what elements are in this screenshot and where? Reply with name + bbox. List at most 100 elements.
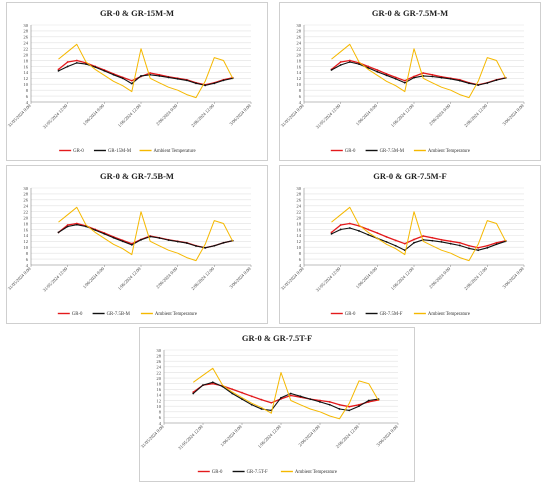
data-point — [176, 78, 179, 80]
chart-panel-3: GR-0 & GR-7.5B-M 4 6 8 10 12 14 16 18 20 22 24 26 28 3… — [6, 165, 268, 324]
legend-label: Ambient Temperature — [154, 149, 196, 154]
data-point — [413, 241, 415, 244]
data-point — [495, 79, 498, 81]
y-tick-label: 28 — [296, 192, 301, 197]
x-tick-label: 31/05/2024 0:00 — [140, 424, 165, 449]
data-point — [328, 401, 331, 403]
data-point — [202, 384, 204, 386]
x-tick-label: 2/06/2024 12:00 — [190, 266, 215, 291]
series-line-ambient — [58, 206, 234, 262]
y-tick-label: 16 — [296, 227, 301, 232]
x-tick-label: 3/06/2024 0:00 — [501, 266, 525, 290]
x-tick-label: 2/06/2024 0:00 — [155, 266, 179, 290]
x-tick-label: 2/06/2024 12:00 — [463, 266, 488, 291]
chart-title: GR-0 & GR-7.5M-M — [372, 8, 448, 18]
data-point — [57, 231, 60, 234]
x-tick-label: 1/06/2024 12:00 — [117, 266, 142, 291]
chart-svg-3: GR-0 & GR-7.5B-M468101214161820222426283… — [7, 171, 252, 317]
data-point — [468, 82, 470, 85]
y-tick-label: 22 — [23, 46, 28, 51]
series-line-ambient — [331, 43, 507, 99]
legend-label: GR-0 — [212, 470, 223, 475]
series-line-config — [192, 381, 379, 411]
x-tick-label: 2/06/2024 0:00 — [428, 266, 452, 290]
data-point — [57, 70, 60, 72]
data-point — [211, 381, 214, 384]
data-point — [394, 239, 397, 242]
y-tick-label: 6 — [299, 257, 302, 262]
data-point — [385, 241, 388, 243]
y-tick-label: 26 — [156, 359, 161, 364]
chart-svg-4: GR-0 & GR-7.5M-F468101214161820222426283… — [280, 171, 525, 317]
series-line-config — [331, 61, 506, 86]
data-point — [422, 72, 425, 74]
y-tick-label: 6 — [26, 257, 29, 262]
x-tick-label: 2/06/2024 0:00 — [297, 424, 321, 448]
y-tick-label: 22 — [296, 46, 301, 51]
data-point — [158, 237, 161, 239]
data-point — [121, 77, 124, 80]
x-tick-label: 2/06/2024 12:00 — [335, 424, 360, 449]
y-tick-label: 12 — [296, 239, 301, 244]
y-tick-label: 12 — [23, 239, 28, 244]
data-point — [367, 65, 370, 68]
x-tick-label: 31/05/2024 12:00 — [42, 266, 69, 293]
data-point — [468, 247, 470, 250]
data-point — [338, 403, 341, 406]
data-point — [440, 238, 443, 241]
data-point — [94, 229, 97, 231]
y-tick-label: 4 — [26, 263, 29, 268]
chart-title: GR-0 & GR-7.5M-F — [373, 171, 446, 181]
x-tick-label: 31/05/2024 12:00 — [315, 266, 342, 293]
data-point — [338, 408, 341, 410]
x-tick-label: 31/05/2024 12:00 — [42, 103, 69, 130]
x-tick-label: 2/06/2024 12:00 — [190, 103, 215, 128]
y-tick-label: 10 — [156, 404, 161, 409]
data-point — [167, 76, 170, 79]
y-tick-label: 6 — [159, 415, 162, 420]
data-point — [195, 82, 197, 85]
data-point — [339, 224, 342, 226]
data-point — [468, 244, 470, 247]
x-tick-label: 31/05/2024 0:00 — [280, 266, 305, 291]
data-point — [241, 398, 243, 401]
y-tick-label: 16 — [156, 387, 161, 392]
data-point — [367, 233, 370, 236]
data-point — [486, 244, 489, 247]
legend-label: GR-7.5M-F — [380, 312, 403, 317]
x-tick-label: 1/06/2024 12:00 — [117, 103, 142, 128]
data-point — [394, 78, 397, 80]
x-tick-label: 1/06/2024 12:00 — [390, 266, 415, 291]
x-tick-label: 31/05/2024 12:00 — [177, 424, 204, 451]
data-point — [339, 228, 342, 231]
data-point — [394, 76, 397, 79]
data-point — [289, 394, 292, 397]
y-tick-label: 20 — [23, 215, 28, 220]
data-point — [330, 231, 333, 234]
data-point — [477, 84, 480, 87]
data-point — [367, 228, 370, 231]
data-point — [413, 238, 415, 241]
y-tick-label: 28 — [23, 29, 28, 34]
data-point — [213, 244, 216, 247]
chart-svg-2: GR-0 & GR-7.5M-M468101214161820222426283… — [280, 8, 525, 154]
y-tick-label: 18 — [296, 58, 301, 63]
data-point — [85, 225, 87, 228]
data-point — [289, 392, 292, 395]
data-point — [385, 74, 388, 77]
y-tick-label: 20 — [296, 215, 301, 220]
y-tick-label: 8 — [159, 410, 162, 415]
x-tick-label: 2/06/2024 12:00 — [463, 103, 488, 128]
data-point — [477, 249, 480, 252]
data-point — [440, 76, 443, 79]
y-tick-label: 30 — [23, 23, 28, 28]
legend-label: Ambient Temperature — [428, 149, 470, 154]
y-tick-label: 14 — [156, 393, 161, 398]
y-tick-label: 14 — [296, 70, 301, 75]
x-tick-label: 1/06/2024 12:00 — [390, 103, 415, 128]
chart-svg-5: GR-0 & GR-7.5T-F468101214161820222426283… — [140, 333, 399, 475]
y-tick-label: 16 — [296, 64, 301, 69]
y-tick-label: 18 — [156, 381, 161, 386]
y-tick-label: 8 — [299, 251, 302, 256]
chart-title: GR-0 & GR-15M-M — [100, 8, 174, 18]
